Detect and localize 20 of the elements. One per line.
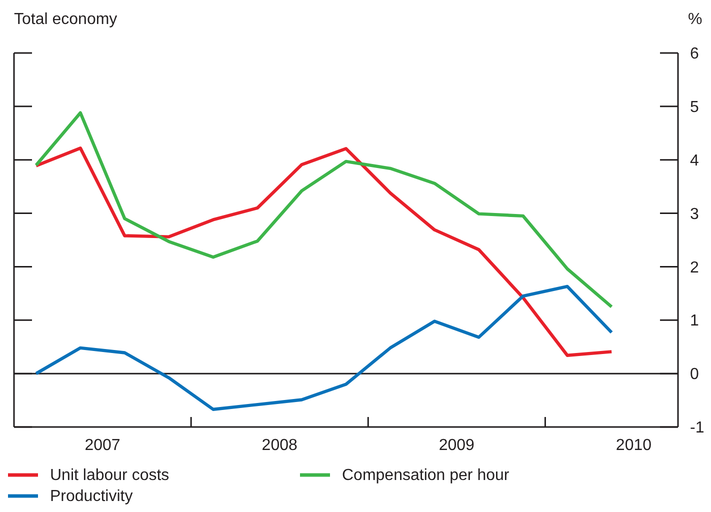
y-tick-label: 4 xyxy=(690,152,699,170)
y-axis-title: % xyxy=(688,11,702,28)
line-series xyxy=(34,284,614,411)
line-series xyxy=(34,111,614,308)
y-tick-label: 6 xyxy=(690,46,699,63)
y-tick-label: 1 xyxy=(690,312,699,330)
x-tick-label: 2010 xyxy=(616,437,652,454)
x-tick-label: 2009 xyxy=(438,437,475,454)
x-tick-label: 2007 xyxy=(84,437,120,454)
legend-label: Productivity xyxy=(50,488,133,505)
y-tick-label: 3 xyxy=(690,206,699,223)
y-tick-label: -1 xyxy=(690,420,704,437)
line-series xyxy=(34,146,614,358)
legend-label: Compensation per hour xyxy=(342,467,510,484)
x-tick-label: 2008 xyxy=(262,437,298,454)
y-tick-label: 5 xyxy=(690,99,699,116)
chart-title: Total economy xyxy=(14,11,118,28)
y-tick-label: 0 xyxy=(690,366,699,384)
y-tick-label: 2 xyxy=(690,259,699,276)
legend-label: Unit labour costs xyxy=(50,467,170,484)
